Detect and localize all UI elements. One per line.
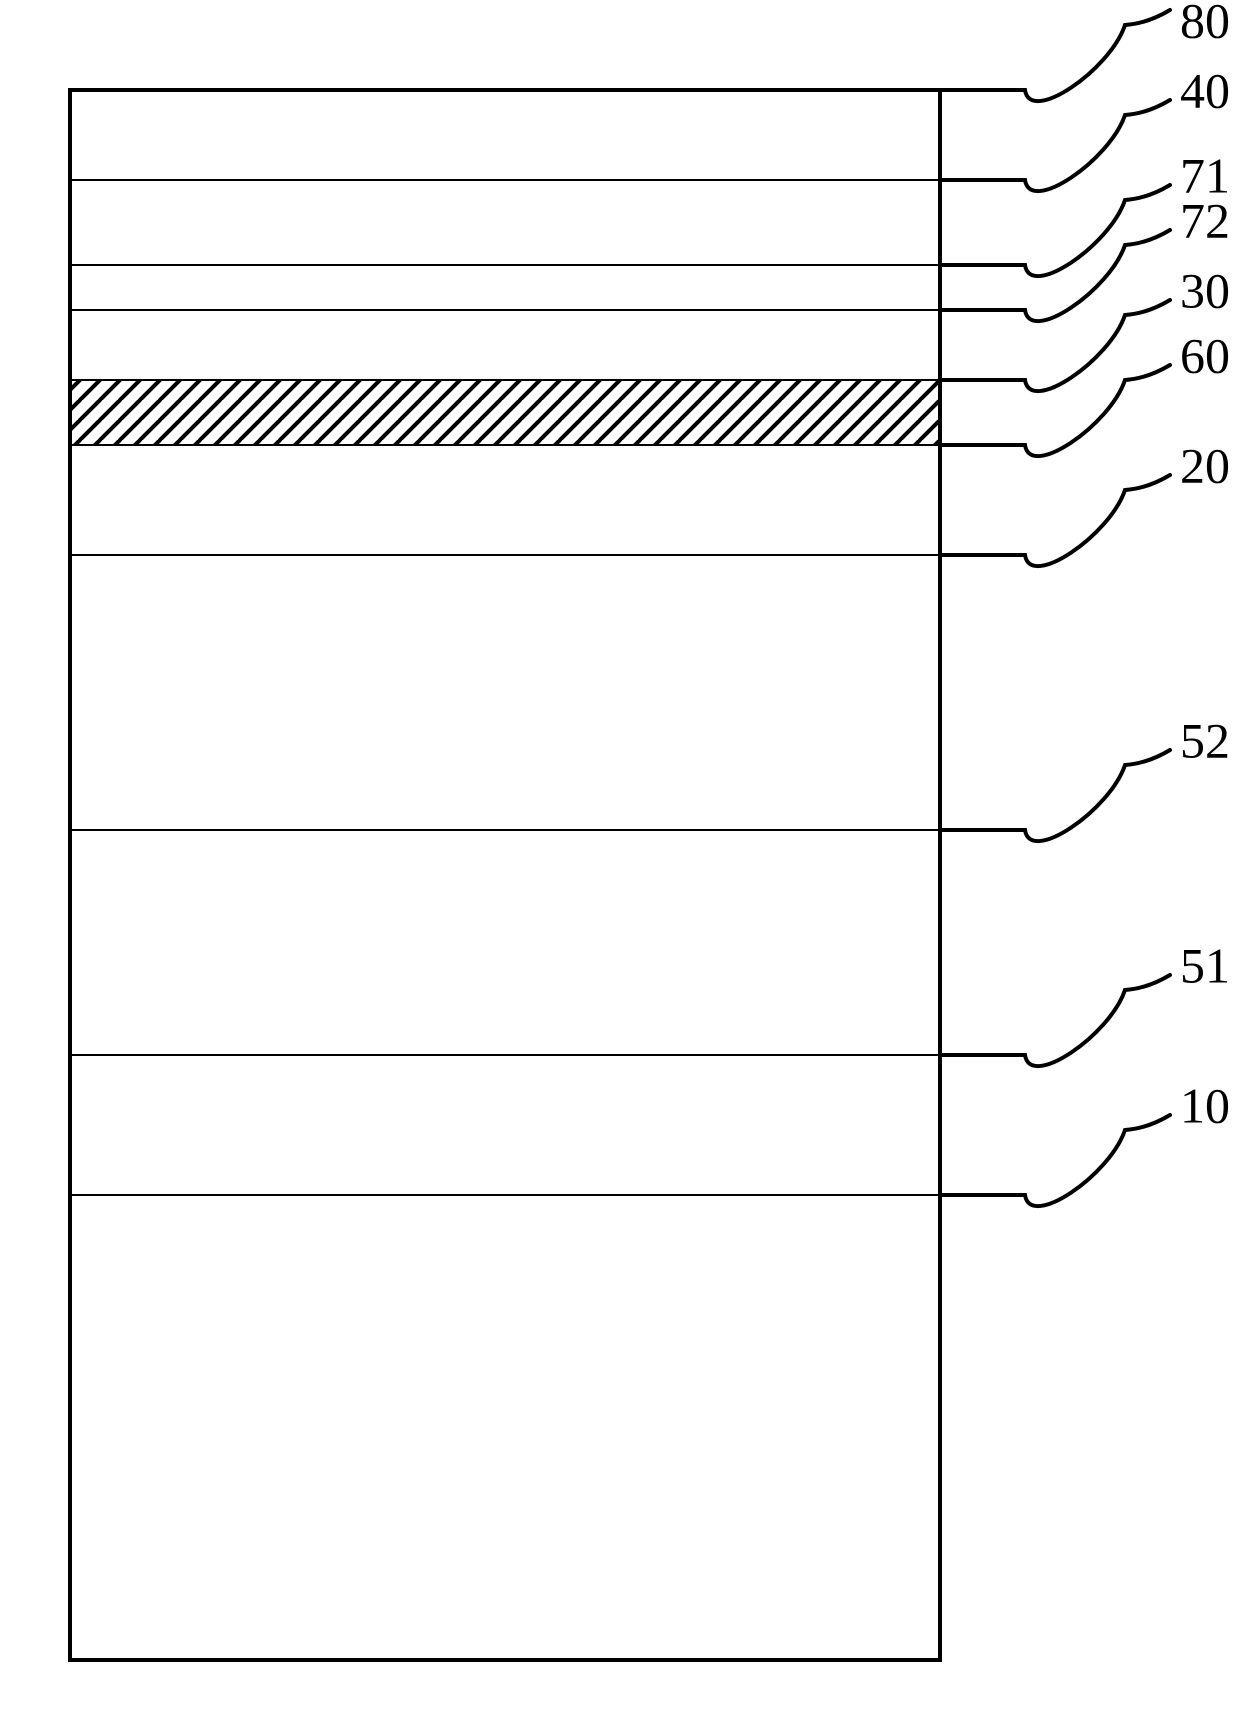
label-l40: 40 [1180,63,1230,119]
layer-l72 [70,310,940,380]
label-l80: 80 [1180,0,1230,49]
leader-l20: 20 [940,438,1230,567]
label-l51: 51 [1180,938,1230,994]
layer-diagram: 80407172306020525110 [0,0,1240,1726]
layer-l30 [70,380,940,445]
label-l10: 10 [1180,1078,1230,1134]
layer-l51 [70,1055,940,1195]
layer-l60 [70,445,940,555]
layer-l52 [70,830,940,1055]
layer-l20 [70,555,940,830]
layer-l71 [70,265,940,310]
layer-l80 [70,90,940,180]
diagram-root: 80407172306020525110 [0,0,1240,1726]
label-l30: 30 [1180,263,1230,319]
leader-l52: 52 [940,713,1230,842]
leader-l10: 10 [940,1078,1230,1207]
label-l72: 72 [1180,193,1230,249]
leader-l51: 51 [940,938,1230,1067]
label-l20: 20 [1180,438,1230,494]
label-l60: 60 [1180,328,1230,384]
layer-l10 [70,1195,940,1660]
label-l52: 52 [1180,713,1230,769]
layer-l40 [70,180,940,265]
